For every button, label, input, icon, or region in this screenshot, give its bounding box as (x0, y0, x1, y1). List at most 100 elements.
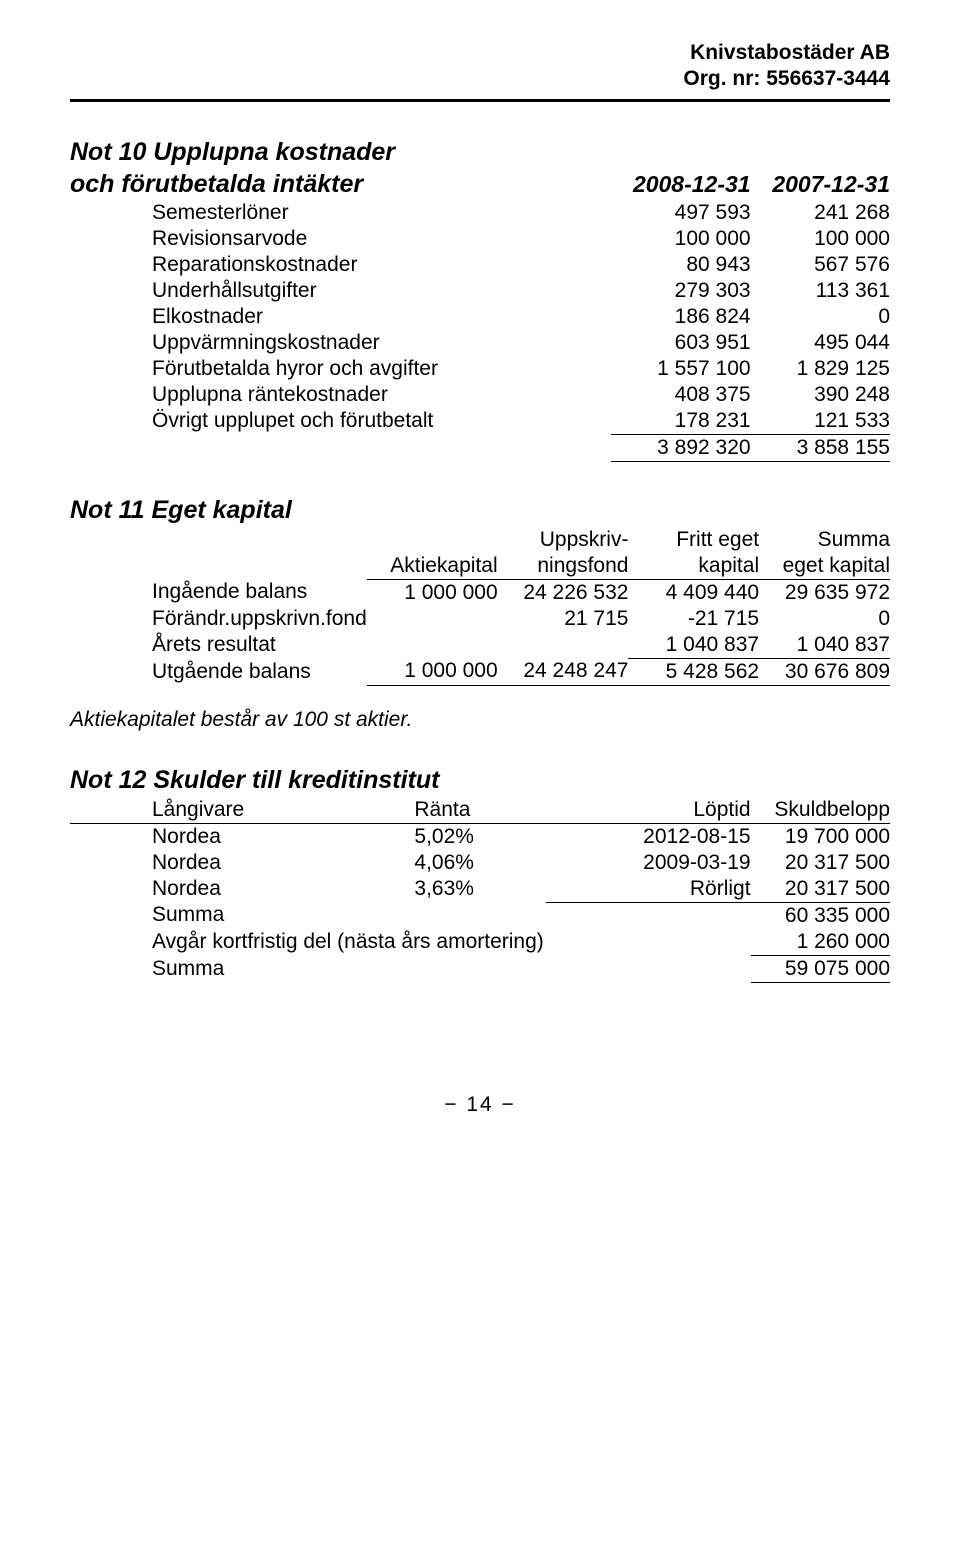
row-label: Förutbetalda hyror och avgifter (70, 356, 611, 382)
row-label: Semesterlöner (70, 200, 611, 226)
table-row: Nordea 4,06% 2009-03-19 20 317 500 (70, 850, 890, 876)
col-header: kapital (628, 553, 759, 580)
note10-title-line1: Not 10 Upplupna kostnader (70, 138, 890, 167)
subtotal-row: Summa 60 335 000 (70, 902, 890, 929)
row-val: 186 824 (611, 304, 750, 330)
page: Knivstabostäder AB Org. nr: 556637-3444 … (0, 0, 960, 1177)
note11-table: Uppskriv- Fritt eget Summa Aktiekapital … (70, 527, 890, 686)
row-val: 121 533 (751, 408, 890, 435)
header-row-1: Uppskriv- Fritt eget Summa (70, 527, 890, 553)
col-header: Skuldbelopp (751, 797, 890, 824)
table-row: Semesterlöner 497 593 241 268 (70, 200, 890, 226)
row-val: 20 317 500 (751, 850, 890, 876)
note-12: Not 12 Skulder till kreditinstitut Långi… (70, 766, 890, 983)
note12-title: Not 12 Skulder till kreditinstitut (70, 766, 890, 795)
row-label: Årets resultat (70, 632, 367, 659)
total-label: Summa (70, 955, 414, 982)
table-row: Ingående balans 1 000 000 24 226 532 4 4… (70, 579, 890, 606)
amort-row: Avgår kortfristig del (nästa års amorter… (70, 929, 890, 956)
note10-table: och förutbetalda intäkter 2008-12-31 200… (70, 169, 890, 462)
table-row: Övrigt upplupet och förutbetalt 178 231 … (70, 408, 890, 435)
row-val (367, 606, 498, 632)
col-header: Långivare (70, 797, 414, 824)
header-rule (70, 99, 890, 102)
table-row: Revisionsarvode 100 000 100 000 (70, 226, 890, 252)
row-val: 2012-08-15 (546, 823, 751, 850)
subtotal-label: Summa (70, 902, 414, 929)
note10-col1: 2008-12-31 (611, 169, 750, 200)
note12-table: Långivare Ränta Löptid Skuldbelopp Norde… (70, 797, 890, 983)
org-nr: Org. nr: 556637-3444 (70, 66, 890, 92)
total-val: 3 858 155 (751, 434, 890, 461)
row-val: Nordea (70, 823, 414, 850)
note10-title-line2: och förutbetalda intäkter (70, 170, 363, 198)
row-val: 4 409 440 (628, 579, 759, 606)
row-val: 2009-03-19 (546, 850, 751, 876)
row-val: 100 000 (611, 226, 750, 252)
table-row: Årets resultat 1 040 837 1 040 837 (70, 632, 890, 659)
row-val: 29 635 972 (759, 579, 890, 606)
col-header: Uppskriv- (498, 527, 629, 553)
note-10: Not 10 Upplupna kostnader och förutbetal… (70, 138, 890, 462)
note10-col2: 2007-12-31 (751, 169, 890, 200)
table-row: Nordea 5,02% 2012-08-15 19 700 000 (70, 823, 890, 850)
total-val: 3 892 320 (611, 434, 750, 461)
row-val: 178 231 (611, 408, 750, 435)
table-row: Nordea 3,63% Rörligt 20 317 500 (70, 876, 890, 903)
note10-subtitle-row: och förutbetalda intäkter 2008-12-31 200… (70, 169, 890, 200)
row-label: Upplupna räntekostnader (70, 382, 611, 408)
row-val: 21 715 (498, 606, 629, 632)
row-label: Revisionsarvode (70, 226, 611, 252)
row-val: 100 000 (751, 226, 890, 252)
row-label: Uppvärmningskostnader (70, 330, 611, 356)
row-val: 1 000 000 (367, 579, 498, 606)
row-val: 567 576 (751, 252, 890, 278)
row-val: 497 593 (611, 200, 750, 226)
col-header: Löptid (546, 797, 751, 824)
amort-val: 1 260 000 (751, 929, 890, 956)
row-val: 1 040 837 (759, 632, 890, 659)
table-row: Upplupna räntekostnader 408 375 390 248 (70, 382, 890, 408)
row-val: Rörligt (546, 876, 751, 903)
row-val: 4,06% (414, 850, 545, 876)
row-label: Förändr.uppskrivn.fond (70, 606, 367, 632)
table-row: Underhållsutgifter 279 303 113 361 (70, 278, 890, 304)
table-row: Förutbetalda hyror och avgifter 1 557 10… (70, 356, 890, 382)
row-label: Utgående balans (70, 658, 367, 685)
row-val: 603 951 (611, 330, 750, 356)
row-val: 24 248 247 (498, 658, 629, 685)
col-header: Summa (759, 527, 890, 553)
row-label: Reparationskostnader (70, 252, 611, 278)
col-header: Aktiekapital (367, 553, 498, 580)
col-header: Fritt eget (628, 527, 759, 553)
row-val: 5,02% (414, 823, 545, 850)
row-val (367, 632, 498, 659)
row-val: 113 361 (751, 278, 890, 304)
page-number: − 14 − (70, 1093, 890, 1117)
row-val: 20 317 500 (751, 876, 890, 903)
row-label: Elkostnader (70, 304, 611, 330)
row-val: 1 829 125 (751, 356, 890, 382)
row-label: Övrigt upplupet och förutbetalt (70, 408, 611, 435)
company-name: Knivstabostäder AB (70, 40, 890, 66)
row-val: 24 226 532 (498, 579, 629, 606)
row-val: 30 676 809 (759, 658, 890, 685)
table-row: Reparationskostnader 80 943 567 576 (70, 252, 890, 278)
row-val: 3,63% (414, 876, 545, 903)
row-val (498, 632, 629, 659)
row-val: Nordea (70, 876, 414, 903)
row-val: 0 (751, 304, 890, 330)
row-val: 19 700 000 (751, 823, 890, 850)
row-val: 241 268 (751, 200, 890, 226)
amort-label: Avgår kortfristig del (nästa års amorter… (70, 929, 751, 956)
note-11: Not 11 Eget kapital Uppskriv- Fritt eget… (70, 496, 890, 732)
col-header: eget kapital (759, 553, 890, 580)
row-val: -21 715 (628, 606, 759, 632)
row-val: 80 943 (611, 252, 750, 278)
table-row: Förändr.uppskrivn.fond 21 715 -21 715 0 (70, 606, 890, 632)
row-label: Underhållsutgifter (70, 278, 611, 304)
table-row: Utgående balans 1 000 000 24 248 247 5 4… (70, 658, 890, 685)
row-val: 279 303 (611, 278, 750, 304)
row-val: 0 (759, 606, 890, 632)
note11-footnote: Aktiekapitalet består av 100 st aktier. (70, 708, 890, 732)
